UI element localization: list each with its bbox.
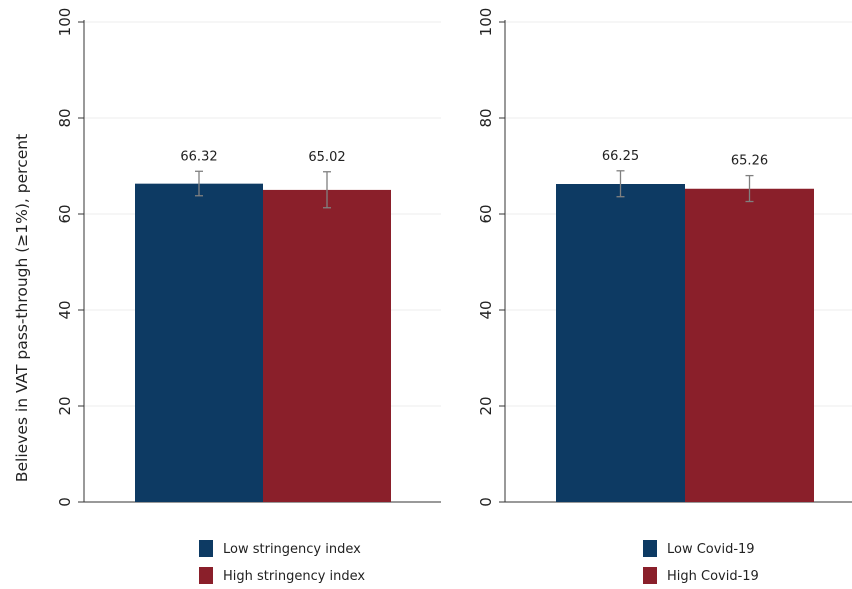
y-tick-label: 80 — [56, 108, 74, 127]
y-tick-label: 60 — [477, 204, 495, 223]
y-axis-title: Believes in VAT pass-through (≥1%), perc… — [13, 134, 31, 482]
y-tick-label: 100 — [477, 8, 495, 37]
legend-label: High Covid-19 — [667, 569, 759, 584]
legend-label: Low Covid-19 — [667, 542, 755, 557]
data-label: 65.02 — [308, 150, 345, 165]
y-tick-label: 60 — [56, 204, 74, 223]
y-tick-label: 40 — [56, 300, 74, 319]
y-tick-label: 20 — [477, 396, 495, 415]
y-tick-label: 100 — [56, 8, 74, 37]
legend-swatch — [199, 567, 213, 584]
legend-swatch — [643, 567, 657, 584]
y-tick-label: 80 — [477, 108, 495, 127]
y-tick-label: 0 — [477, 497, 495, 507]
data-label: 66.25 — [602, 149, 639, 164]
bar — [556, 184, 685, 502]
legend-label: Low stringency index — [223, 542, 361, 557]
legend-swatch — [199, 540, 213, 557]
y-tick-label: 0 — [56, 497, 74, 507]
data-label: 66.32 — [180, 149, 217, 164]
y-tick-label: 20 — [56, 396, 74, 415]
data-label: 65.26 — [731, 154, 768, 169]
legend-label: High stringency index — [223, 569, 365, 584]
y-tick-label: 40 — [477, 300, 495, 319]
bar — [685, 188, 814, 502]
legend-swatch — [643, 540, 657, 557]
bar — [135, 183, 263, 502]
bar — [263, 189, 391, 503]
